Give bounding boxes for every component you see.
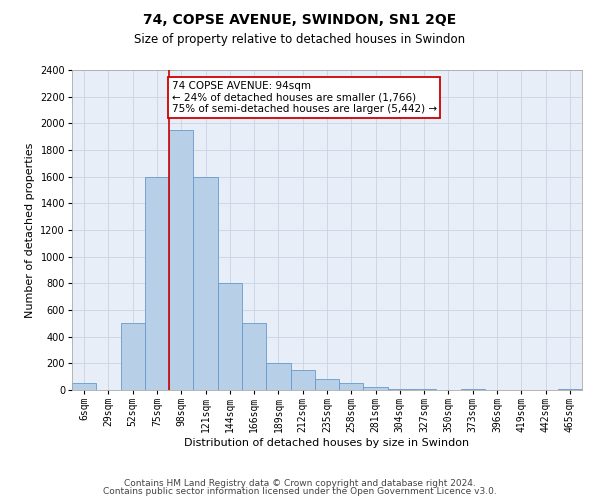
Bar [218, 284, 242, 390]
Text: Contains HM Land Registry data © Crown copyright and database right 2024.: Contains HM Land Registry data © Crown c… [124, 478, 476, 488]
Text: Size of property relative to detached houses in Swindon: Size of property relative to detached ho… [134, 32, 466, 46]
Bar [242, 324, 266, 390]
Text: 74, COPSE AVENUE, SWINDON, SN1 2QE: 74, COPSE AVENUE, SWINDON, SN1 2QE [143, 12, 457, 26]
Bar [290, 370, 315, 390]
Bar [266, 364, 290, 390]
Bar [364, 388, 388, 390]
Bar [72, 384, 96, 390]
Bar [315, 380, 339, 390]
Bar [145, 176, 169, 390]
Text: Contains public sector information licensed under the Open Government Licence v3: Contains public sector information licen… [103, 487, 497, 496]
Bar [193, 176, 218, 390]
Y-axis label: Number of detached properties: Number of detached properties [25, 142, 35, 318]
Bar [169, 130, 193, 390]
Bar [121, 324, 145, 390]
Bar [339, 384, 364, 390]
Bar [558, 388, 582, 390]
Bar [461, 388, 485, 390]
Bar [388, 388, 412, 390]
X-axis label: Distribution of detached houses by size in Swindon: Distribution of detached houses by size … [184, 438, 470, 448]
Text: 74 COPSE AVENUE: 94sqm
← 24% of detached houses are smaller (1,766)
75% of semi-: 74 COPSE AVENUE: 94sqm ← 24% of detached… [172, 80, 437, 114]
